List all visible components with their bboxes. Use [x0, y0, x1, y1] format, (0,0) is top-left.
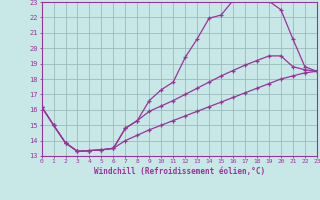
X-axis label: Windchill (Refroidissement éolien,°C): Windchill (Refroidissement éolien,°C)	[94, 167, 265, 176]
